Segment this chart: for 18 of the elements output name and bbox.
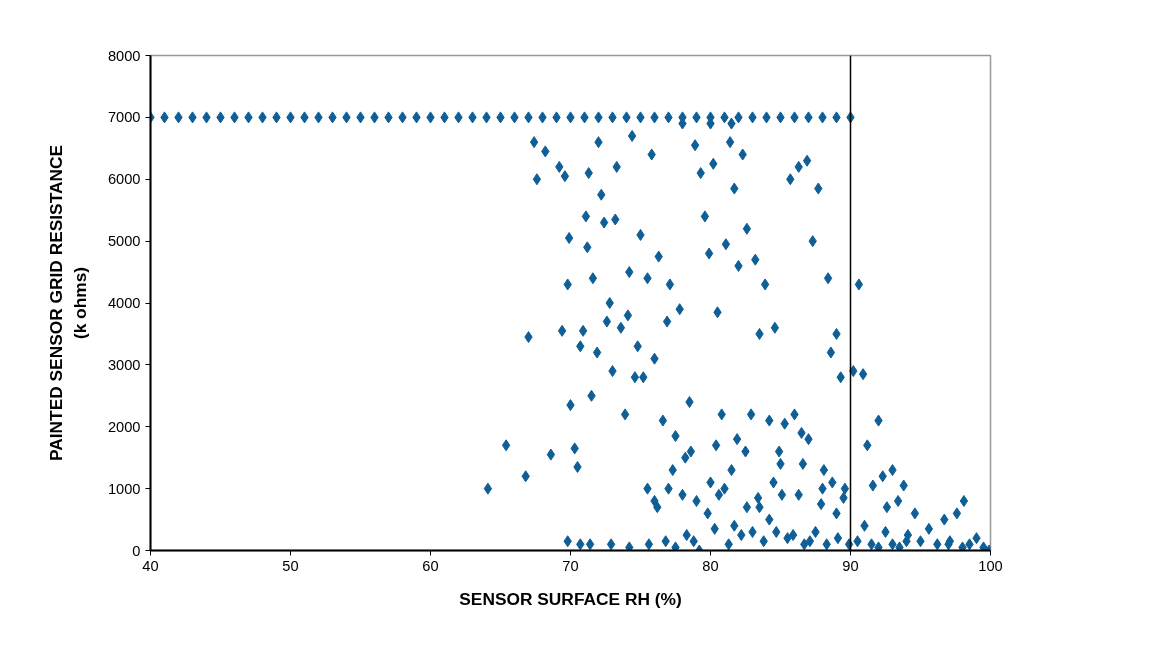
y-tick-label: 1000 bbox=[107, 480, 141, 497]
x-tick-label: 60 bbox=[422, 557, 439, 574]
x-tick-label: 90 bbox=[842, 557, 859, 574]
y-tick-label: 0 bbox=[132, 542, 141, 559]
y-tick-label: 7000 bbox=[107, 109, 141, 126]
x-axis-title: SENSOR SURFACE RH (%) bbox=[459, 588, 682, 609]
y-tick-label: 4000 bbox=[107, 295, 141, 311]
x-tick-label: 100 bbox=[978, 557, 1003, 574]
x-tick-label: 70 bbox=[562, 557, 579, 574]
x-tick-label: 80 bbox=[702, 557, 719, 574]
x-tick-label: 40 bbox=[142, 557, 159, 574]
x-tick-label: 50 bbox=[282, 557, 299, 574]
y-tick-label: 2000 bbox=[107, 418, 141, 435]
y-tick-label: 3000 bbox=[107, 356, 141, 373]
y-tick-label: 8000 bbox=[107, 47, 141, 64]
y-tick-label: 6000 bbox=[107, 171, 141, 188]
y-tick-label: 5000 bbox=[107, 233, 141, 250]
y-axis-title: PAINTED SENSOR GRID RESISTANCE (k ohms) bbox=[45, 144, 90, 462]
